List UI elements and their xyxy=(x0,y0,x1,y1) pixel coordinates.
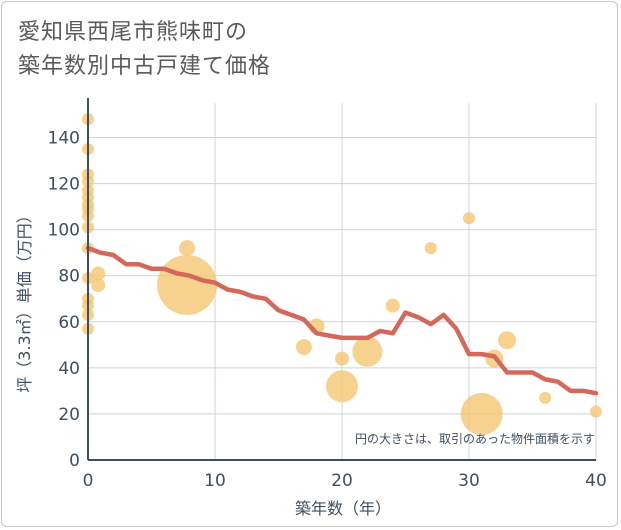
trend-line xyxy=(85,245,599,396)
x-tick-label-40: 40 xyxy=(585,471,607,491)
x-tick-label-20: 20 xyxy=(331,471,353,491)
y-tick-label-20: 20 xyxy=(58,405,80,425)
tick-labels: 0 20 40 60 80 100 120 140 0 10 20 30 40 xyxy=(48,129,607,491)
bubble-point-26 xyxy=(424,242,437,255)
bubble-point-25 xyxy=(385,298,400,313)
y-tick-label-120: 120 xyxy=(48,175,80,195)
bubble-point-31 xyxy=(539,391,552,404)
chart-title-line-2: 築年数別中古戸建て価格 xyxy=(18,54,272,79)
bubble-point-24 xyxy=(352,336,383,367)
trend-line-layer xyxy=(85,245,599,396)
axes xyxy=(87,98,596,461)
size-legend-note: 円の大きさは、取引のあった物件面積を示す xyxy=(355,431,595,446)
y-tick-label-40: 40 xyxy=(58,359,80,379)
bubble-point-16 xyxy=(91,266,106,281)
x-axis-label: 築年数（年） xyxy=(295,499,391,518)
bubble-point-20 xyxy=(295,339,312,356)
x-tick-label-10: 10 xyxy=(204,471,226,491)
bubble-point-28 xyxy=(460,392,503,435)
y-axis-label: 坪（3.3㎡）単価（万円） xyxy=(15,207,34,392)
y-tick-label-0: 0 xyxy=(69,451,80,471)
bubble-point-27 xyxy=(463,212,475,225)
bubble-point-19 xyxy=(157,254,218,315)
y-tick-label-100: 100 xyxy=(48,221,80,241)
bubble-point-18 xyxy=(179,240,196,257)
chart-title-line-1: 愛知県西尾市熊味町の xyxy=(18,20,249,45)
y-tick-label-140: 140 xyxy=(48,129,80,149)
y-tick-label-80: 80 xyxy=(58,267,80,287)
bubble-point-30 xyxy=(498,331,517,350)
chart-title: 愛知県西尾市熊味町の 築年数別中古戸建て価格 xyxy=(18,16,271,84)
y-tick-label-60: 60 xyxy=(58,313,80,333)
bubble-point-22 xyxy=(335,351,349,366)
x-tick-label-0: 0 xyxy=(83,471,94,491)
bubble-point-32 xyxy=(590,405,602,418)
bubble-point-23 xyxy=(326,370,358,403)
x-tick-label-30: 30 xyxy=(458,471,480,491)
bubble-point-17 xyxy=(91,277,106,292)
